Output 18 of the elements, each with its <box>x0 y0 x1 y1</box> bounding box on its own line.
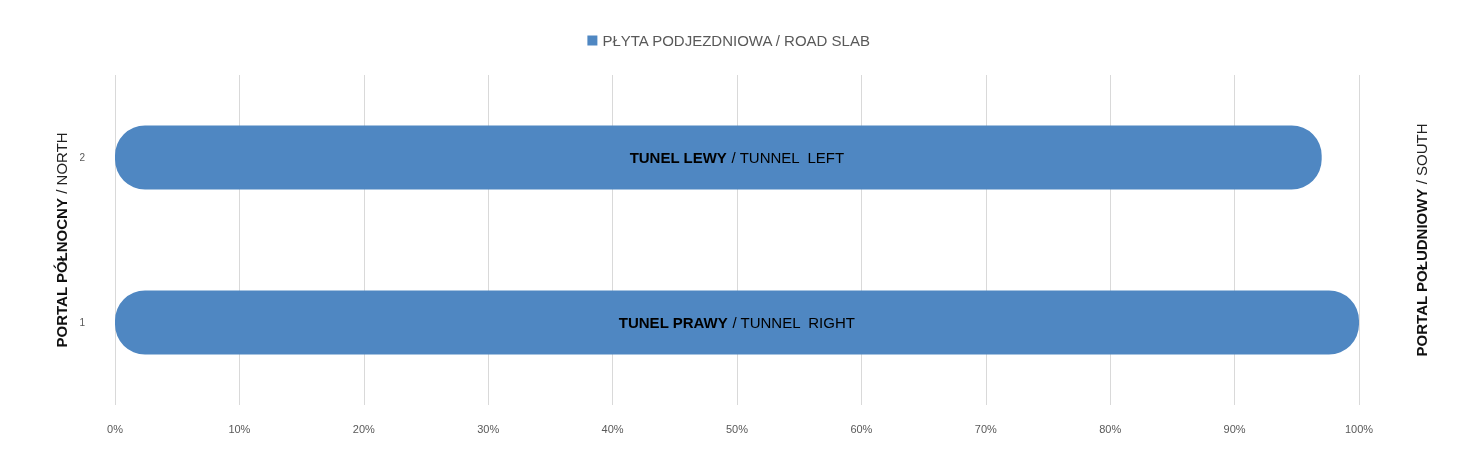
x-tick-label: 0% <box>107 422 124 435</box>
y-tick-label: 2 <box>79 152 86 163</box>
legend-label: PŁYTA PODJEZDNIOWA / ROAD SLAB <box>602 32 870 49</box>
x-tick-label: 30% <box>477 422 500 435</box>
x-tick-label: 70% <box>974 422 998 435</box>
y-tick-label: 1 <box>79 317 86 328</box>
annotation: TUNEL PRAWY / TUNNEL RIGHT <box>618 314 855 331</box>
y2-axis-title: PORTAL POŁUDNIOWY / SOUTH <box>1413 123 1430 357</box>
x-tick-label: 60% <box>850 422 873 435</box>
x-tick-label: 90% <box>1223 422 1246 435</box>
x-tick-label: 20% <box>352 422 376 435</box>
y-axis-title: PORTAL PÓŁNOCNY / NORTH <box>52 132 70 348</box>
x-tick-label: 40% <box>601 422 624 435</box>
x-tick-label: 50% <box>725 422 749 435</box>
x-tick-label: 10% <box>228 422 251 435</box>
annotation: TUNEL LEWY / TUNNEL LEFT <box>629 149 845 166</box>
x-tick-label: 80% <box>1099 422 1122 435</box>
x-tick-label: 100% <box>1344 422 1374 435</box>
